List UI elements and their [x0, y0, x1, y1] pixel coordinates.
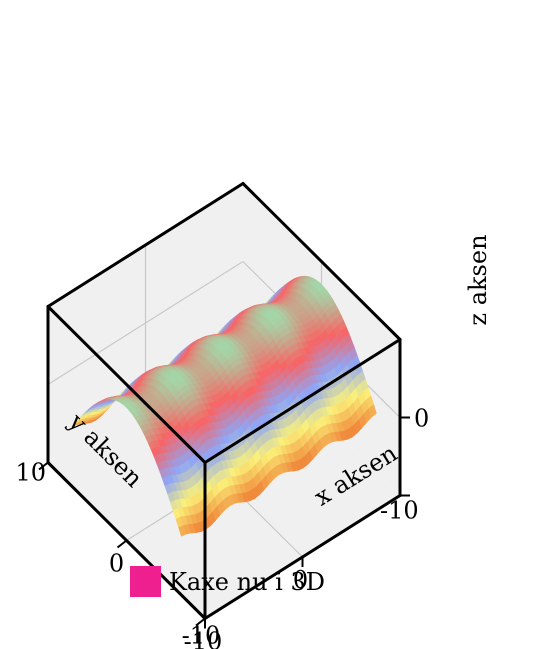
z-tick-label: -10: [380, 497, 419, 525]
z-tick-label: 0: [414, 405, 429, 433]
legend-swatch: [130, 566, 161, 597]
box-edge-top-back-x: [46, 182, 245, 308]
y-tick-label: 10: [15, 459, 46, 487]
x-tick-label: -10: [184, 628, 223, 649]
box-edge-top-front-x: [203, 338, 402, 464]
x-tick-label: 0: [293, 566, 308, 594]
y-tick-label: 0: [109, 550, 124, 578]
box-edge-top-back-y: [241, 182, 402, 341]
y-tick: [38, 461, 49, 471]
surface-patch: [368, 404, 377, 418]
legend: Kaxe nu i 3D: [130, 566, 325, 597]
y-tick: [195, 617, 206, 627]
y-tick: [116, 539, 128, 549]
box-edge-top-front-y: [46, 305, 207, 464]
legend-label: Kaxe nu i 3D: [169, 567, 325, 596]
grid-back-z0: [47, 260, 244, 386]
y-tick-label: -10: [182, 622, 221, 649]
z-axis-label: z aksen: [464, 234, 492, 325]
